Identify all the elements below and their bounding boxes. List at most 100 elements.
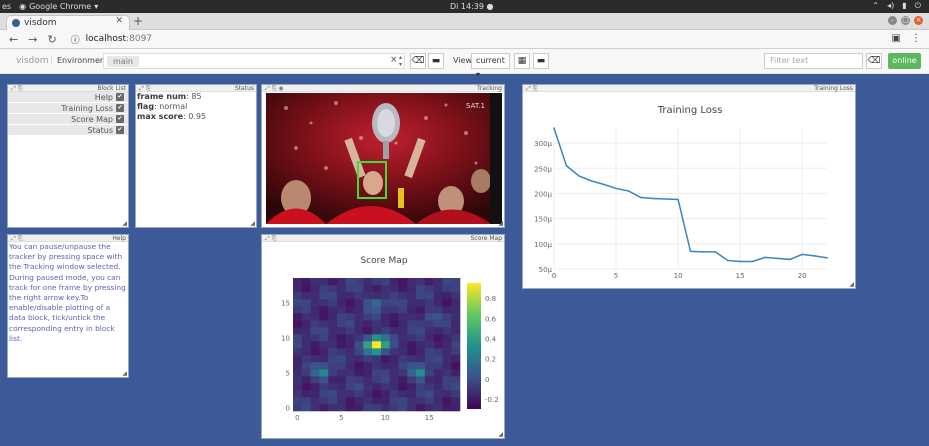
heatmap-cell (398, 383, 408, 391)
window-titlebar[interactable]: ⤢ ⎘ Help (8, 235, 128, 242)
heatmap-cell (380, 299, 390, 307)
heatmap-cell (354, 313, 364, 321)
training-loss-window[interactable]: ⤢ ⎘ Training Loss Training Loss 50μ 100μ 150… (522, 84, 856, 289)
activities-button[interactable]: es (2, 2, 12, 11)
os-top-bar: es ◉ Google Chrome ▾ Di 14:39 ● ⌃ ◂) ▮ ⏻ (0, 0, 929, 13)
heatmap-cell (363, 334, 373, 342)
filter-text-input[interactable]: Filter text (764, 53, 863, 69)
close-window-icon[interactable]: × (914, 16, 923, 25)
heatmap-cell (433, 362, 443, 370)
heatmap-cell (328, 278, 338, 286)
env-chip-main[interactable]: main (107, 56, 139, 67)
clear-env-icon[interactable]: × (390, 55, 398, 65)
checkbox-checked-icon[interactable]: ✔ (116, 104, 124, 112)
block-list-item-help[interactable]: Help ✔ (8, 92, 128, 103)
tracking-window[interactable]: ⤢ ⎘ ◉ Tracking (261, 84, 505, 228)
heatmap-cell (345, 306, 355, 314)
heatmap-cell (345, 355, 355, 363)
heatmap-cell (293, 376, 303, 384)
heatmap-cell (433, 327, 443, 335)
manage-views-button[interactable]: ▬ (533, 53, 549, 69)
heatmap-cell (442, 327, 452, 335)
block-list-item-status[interactable]: Status ✔ (8, 125, 128, 136)
heatmap-cell (363, 306, 373, 314)
resize-handle-icon[interactable]: ◢ (122, 220, 127, 227)
heatmap-cell (301, 390, 311, 398)
new-tab-icon[interactable]: + (133, 14, 144, 28)
close-tab-icon[interactable]: ✕ (115, 16, 123, 26)
env-dropdown-arrows-icon[interactable]: ▴ ▾ (399, 54, 403, 68)
heatmap-cell (354, 334, 364, 342)
checkbox-checked-icon[interactable]: ✔ (116, 115, 124, 123)
block-list-window[interactable]: ⤢ ⎘ Block List Help ✔ Training Loss ✔ Score… (7, 84, 129, 228)
window-controls-icon[interactable]: ⤢ ⎘ (526, 85, 538, 92)
help-window[interactable]: ⤢ ⎘ Help You can pause/unpause the tracke… (7, 234, 129, 378)
clear-env-button[interactable]: ⌫ (410, 53, 426, 69)
profile-icon[interactable]: ▣ (891, 33, 901, 44)
visdom-brand[interactable]: visdom (16, 56, 49, 66)
info-icon[interactable]: ⓘ (70, 35, 80, 46)
heatmap-cell (363, 327, 373, 335)
status-window[interactable]: ⤢ ⎘ Status frame num: 85 flag: normal max… (135, 84, 257, 228)
status-value: : normal (154, 102, 188, 111)
resize-handle-icon[interactable]: ◢ (498, 431, 503, 438)
heatmap-cell (424, 306, 434, 314)
heatmap-cell (328, 306, 338, 314)
loss-data-point (764, 256, 766, 259)
checkbox-checked-icon[interactable]: ✔ (116, 126, 124, 134)
heatmap-cell (442, 390, 452, 398)
training-loss-chart[interactable]: Training Loss 50μ 100μ 150μ 200μ 250μ 300μ 0 5 10… (523, 92, 855, 288)
manage-env-button[interactable]: ▬ (428, 53, 444, 69)
window-controls-icon[interactable]: ⤢ ⎘ (139, 85, 151, 92)
heatmap-cell (407, 348, 417, 356)
score-map-chart[interactable]: Score Map 0 5 10 15 0 5 10 15 0.8 0.6 0.4 0.2 0 -0.2 (262, 242, 504, 438)
block-list-item-training-loss[interactable]: Training Loss ✔ (8, 103, 128, 114)
block-list-item-score-map[interactable]: Score Map ✔ (8, 114, 128, 125)
window-controls-icon[interactable]: ⤢ ⎘ (11, 235, 23, 242)
window-titlebar[interactable]: ⤢ ⎘ Score Map (262, 235, 504, 242)
window-controls-icon[interactable]: ⤢ ⎘ (265, 235, 277, 242)
window-controls-icon[interactable]: ⤢ ⎘ (11, 85, 23, 92)
checkbox-checked-icon[interactable]: ✔ (116, 93, 124, 101)
heatmap-cell (389, 278, 399, 286)
resize-handle-icon[interactable]: ◢ (250, 220, 255, 227)
x-tick-label: 5 (339, 414, 343, 422)
heatmap-cell (424, 362, 434, 370)
grid-layout-button[interactable]: ▦ (514, 53, 530, 69)
maximize-icon[interactable]: □ (901, 16, 910, 25)
heatmap-cell (407, 313, 417, 321)
heatmap-cell (345, 320, 355, 328)
heatmap-cell (293, 299, 303, 307)
window-titlebar[interactable]: ⤢ ⎘ Block List (8, 85, 128, 92)
window-titlebar[interactable]: ⤢ ⎘ Status (136, 85, 256, 92)
grid-icon: ▦ (517, 56, 527, 66)
reload-icon[interactable]: ↻ (47, 32, 57, 46)
heatmap-cell (328, 292, 338, 300)
colorbar-tick-label: -0.2 (485, 396, 499, 404)
clock[interactable]: Di 14:39 ● (450, 2, 494, 11)
resize-handle-icon[interactable]: ◢ (498, 220, 503, 227)
view-select[interactable]: current ▾ (471, 53, 510, 79)
resize-handle-icon[interactable]: ◢ (849, 281, 854, 288)
app-menu[interactable]: ◉ Google Chrome ▾ (19, 2, 98, 11)
system-tray[interactable]: ⌃ ◂) ▮ ⏻ (872, 1, 921, 11)
window-titlebar[interactable]: ⤢ ⎘ ◉ Tracking (262, 85, 504, 92)
online-status-button[interactable]: online (888, 53, 921, 69)
resize-handle-icon[interactable]: ◢ (122, 370, 127, 377)
forward-icon[interactable]: → (28, 32, 38, 46)
clear-filter-button[interactable]: ⌫ (866, 53, 882, 69)
back-icon[interactable]: ← (9, 32, 19, 46)
minimize-icon[interactable]: – (888, 16, 897, 25)
browser-tab[interactable]: visdom ✕ (6, 15, 130, 30)
menu-kebab-icon[interactable]: ⋮ (911, 33, 921, 44)
heatmap-cell (301, 320, 311, 328)
window-titlebar[interactable]: ⤢ ⎘ Training Loss (523, 85, 855, 92)
heatmap-cell (398, 306, 408, 314)
environment-select[interactable]: main × ▴ ▾ (103, 53, 405, 69)
heatmap-cell (424, 341, 434, 349)
heatmap-cell (354, 348, 364, 356)
url-field[interactable]: ⓘ localhost:8097 (71, 33, 152, 46)
window-controls-icon[interactable]: ⤢ ⎘ ◉ (265, 85, 284, 92)
score-map-window[interactable]: ⤢ ⎘ Score Map Score Map 0 5 10 15 0 5 10 15 0.8 0.6… (261, 234, 505, 439)
eraser-icon: ⌫ (411, 56, 425, 66)
